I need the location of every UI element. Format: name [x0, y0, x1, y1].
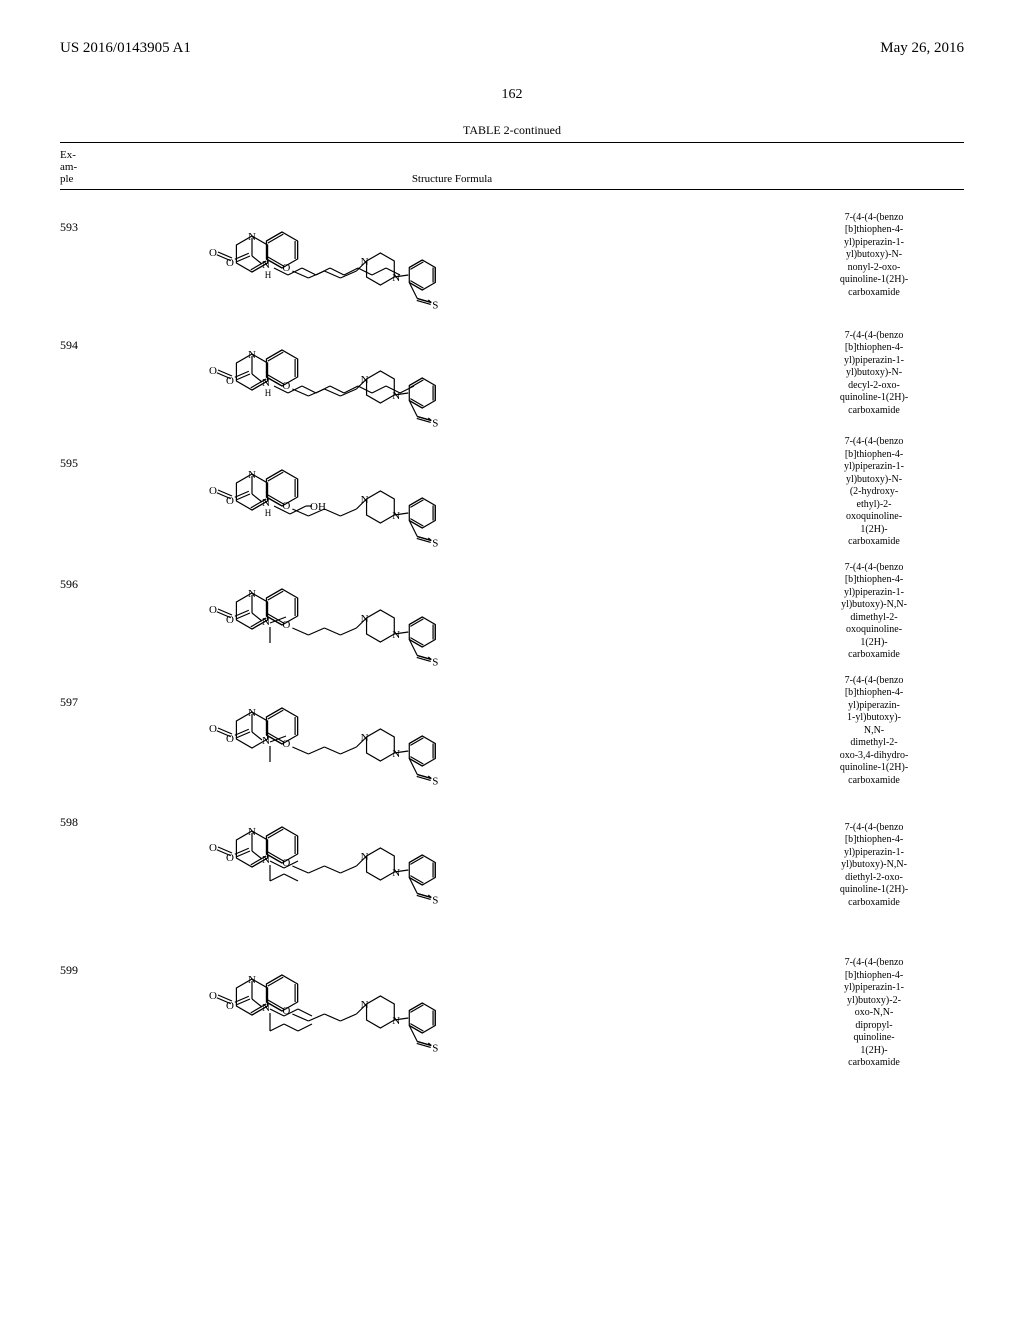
table-row: 598 ONONONNS 7-(4-(4-(benzo[b]thiophen-4…: [60, 795, 964, 935]
svg-text:N: N: [361, 851, 369, 863]
svg-text:O: O: [209, 247, 217, 259]
structure-formula: ONONONNSH: [120, 318, 784, 428]
table-row: 594 ONONONNSH 7-(4-(4-(benzo[b]thiophen-…: [60, 318, 964, 428]
svg-text:N: N: [392, 510, 400, 522]
col-structure-header: Structure Formula: [120, 173, 784, 185]
page-number: 162: [60, 87, 964, 103]
svg-text:N: N: [392, 748, 400, 760]
svg-text:O: O: [209, 365, 217, 377]
svg-text:O: O: [226, 495, 234, 507]
table-row: 597 ONONONNS 7-(4-(4-(benzo[b]thiophen-4…: [60, 675, 964, 788]
svg-text:O: O: [226, 375, 234, 387]
svg-text:S: S: [432, 656, 438, 667]
svg-text:N: N: [392, 1015, 400, 1027]
svg-text:O: O: [226, 614, 234, 626]
structure-formula: ONONONNS: [120, 795, 784, 935]
example-number: 599: [60, 943, 120, 978]
compound-name: 7-(4-(4-(benzo[b]thiophen-4-yl)piperazin…: [784, 675, 964, 788]
col-example-header: Ex- am- ple: [60, 149, 120, 185]
svg-text:O: O: [209, 485, 217, 497]
table-title: TABLE 2-continued: [60, 123, 964, 138]
svg-text:S: S: [432, 895, 438, 907]
svg-text:N: N: [361, 494, 369, 506]
svg-text:H: H: [265, 508, 272, 518]
example-number: 598: [60, 795, 120, 830]
svg-text:O: O: [226, 733, 234, 745]
svg-text:N: N: [361, 999, 369, 1011]
rule-top: [60, 142, 964, 143]
table-row: 595 ONONONNSHOH 7-(4-(4-(benzo[b]thiophe…: [60, 436, 964, 549]
svg-text:N: N: [361, 374, 369, 386]
compound-name: 7-(4-(4-(benzo[b]thiophen-4-yl)piperazin…: [784, 957, 964, 1070]
svg-text:N: N: [392, 867, 400, 879]
svg-text:O: O: [226, 852, 234, 864]
svg-text:N: N: [361, 613, 369, 625]
page-header: US 2016/0143905 A1 May 26, 2016: [60, 40, 964, 57]
compound-name: 7-(4-(4-(benzo[b]thiophen-4-yl)piperazin…: [784, 822, 964, 910]
svg-text:N: N: [392, 629, 400, 641]
svg-text:O: O: [209, 842, 217, 854]
svg-text:S: S: [432, 776, 438, 787]
table-row: 599 ONONONNS 7-(4-(4-(benzo[b]thiophen-4…: [60, 943, 964, 1083]
svg-text:O: O: [282, 738, 290, 750]
svg-text:H: H: [265, 388, 272, 398]
svg-text:S: S: [432, 418, 438, 429]
svg-text:O: O: [209, 990, 217, 1002]
table-row: 596 ONONONNS 7-(4-(4-(benzo[b]thiophen-4…: [60, 557, 964, 667]
svg-text:OH: OH: [310, 501, 326, 513]
structure-formula: ONONONNS: [120, 557, 784, 667]
structure-formula: ONONONNS: [120, 943, 784, 1083]
svg-text:O: O: [226, 1000, 234, 1012]
svg-text:O: O: [226, 257, 234, 269]
example-number: 595: [60, 436, 120, 471]
structure-formula: ONONONNSHOH: [120, 438, 784, 548]
svg-text:S: S: [432, 537, 438, 548]
compound-name: 7-(4-(4-(benzo[b]thiophen-4-yl)piperazin…: [784, 212, 964, 300]
publication-date: May 26, 2016: [880, 40, 964, 57]
example-number: 594: [60, 318, 120, 353]
publication-number: US 2016/0143905 A1: [60, 40, 191, 57]
svg-text:O: O: [209, 604, 217, 616]
structure-formula: ONONONNSH: [120, 200, 784, 310]
svg-text:S: S: [432, 1043, 438, 1055]
table-header-row: Ex- am- ple Structure Formula: [60, 149, 964, 187]
example-number: 593: [60, 200, 120, 235]
example-number: 597: [60, 675, 120, 710]
svg-text:N: N: [361, 256, 369, 268]
compound-name: 7-(4-(4-(benzo[b]thiophen-4-yl)piperazin…: [784, 436, 964, 549]
table-row: 593 ONONONNSH 7-(4-(4-(benzo[b]thiophen-…: [60, 200, 964, 310]
compound-name: 7-(4-(4-(benzo[b]thiophen-4-yl)piperazin…: [784, 330, 964, 418]
svg-text:O: O: [282, 619, 290, 631]
svg-text:S: S: [432, 300, 438, 311]
example-number: 596: [60, 557, 120, 592]
svg-text:N: N: [361, 732, 369, 744]
svg-text:H: H: [265, 270, 272, 280]
table-body: 593 O N O N O N N S H 7-(4-(4-(benzo[b]thiophen-…: [60, 200, 964, 1083]
rule-sub: [60, 189, 964, 190]
svg-text:O: O: [209, 723, 217, 735]
compound-name: 7-(4-(4-(benzo[b]thiophen-4-yl)piperazin…: [784, 562, 964, 662]
structure-formula: ONONONNS: [120, 676, 784, 786]
